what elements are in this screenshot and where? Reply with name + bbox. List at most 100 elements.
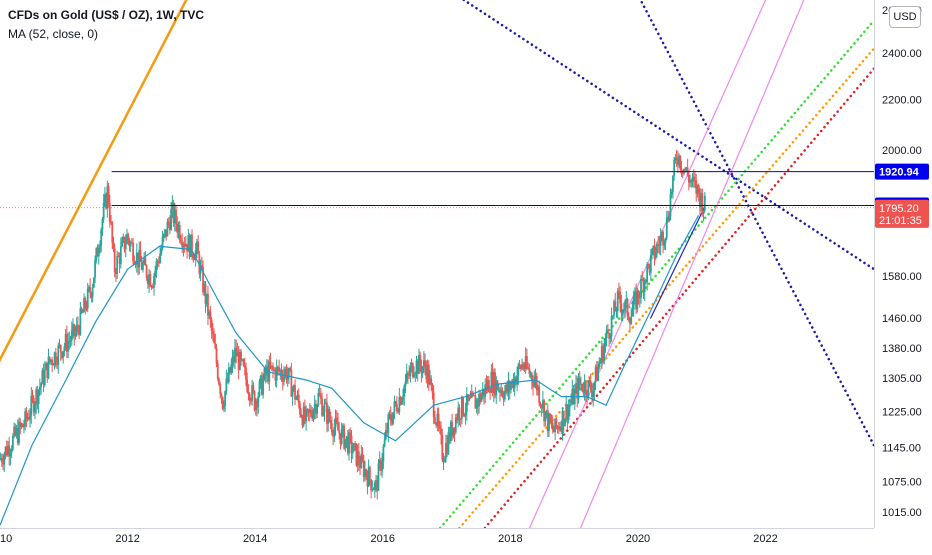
candle-body: [95, 248, 98, 260]
candle-body: [106, 186, 109, 209]
candle-body: [272, 365, 274, 370]
candle-body: [118, 255, 121, 265]
candle-body: [642, 280, 645, 293]
candle-body: [560, 426, 563, 432]
candle-body: [474, 395, 477, 409]
candle-body: [557, 426, 560, 430]
candles-layer: [0, 149, 706, 500]
candle-body: [270, 365, 273, 368]
candle-body: [299, 403, 301, 415]
candle-body: [25, 411, 28, 420]
candle-body: [70, 330, 73, 341]
candle-body: [245, 367, 247, 380]
candle-body: [381, 461, 384, 471]
candle-body: [238, 351, 241, 370]
candle-body: [101, 219, 104, 230]
candle-body: [568, 404, 571, 408]
candle-body: [595, 366, 598, 381]
candle-body: [305, 410, 307, 422]
candle-body: [616, 291, 619, 312]
candle-body: [424, 360, 426, 368]
candle-body: [67, 341, 69, 352]
candle-body: [148, 273, 150, 284]
candle-body: [660, 232, 663, 237]
candle-body: [16, 428, 19, 444]
candle-body: [202, 266, 204, 293]
candle-body: [340, 428, 343, 445]
candle-body: [97, 250, 100, 257]
currency-button[interactable]: USD: [889, 6, 921, 28]
orange-trendline: [0, 0, 188, 363]
candle-body: [227, 367, 230, 383]
candle-body: [373, 482, 376, 491]
candle-body: [124, 243, 127, 250]
candle-body: [286, 375, 289, 380]
candle-body: [643, 279, 646, 293]
candle-body: [162, 234, 165, 238]
candle-body: [372, 489, 375, 491]
candle-body: [496, 380, 499, 390]
candle-body: [559, 426, 561, 430]
candle-body: [121, 240, 123, 247]
candle-body: [554, 418, 557, 433]
candle-body: [649, 254, 652, 273]
candle-body: [440, 428, 442, 436]
candle-body: [357, 451, 360, 464]
candle-body: [303, 406, 306, 422]
candle-body: [664, 237, 667, 243]
candle-body: [571, 388, 574, 402]
candle-body: [453, 427, 456, 433]
candle-body: [602, 346, 604, 362]
candle-body: [591, 390, 593, 398]
candle-body: [435, 423, 438, 426]
candle-body: [63, 346, 66, 352]
candle-body: [414, 373, 417, 375]
candle-body: [343, 425, 346, 449]
candle-body: [431, 384, 434, 393]
chart-legend: CFDs on Gold (US$ / OZ), 1W, TVC MA (52,…: [8, 6, 204, 44]
candle-body: [487, 380, 490, 393]
candle-body: [214, 343, 217, 349]
candle-body: [181, 242, 184, 248]
candle-body: [342, 425, 344, 429]
candle-body: [556, 426, 559, 428]
candle-body: [99, 245, 101, 251]
candle-body: [68, 340, 71, 342]
candle-body: [80, 308, 83, 313]
candle-body: [40, 383, 42, 387]
candle-body: [362, 460, 365, 477]
candle-body: [626, 298, 629, 317]
candle-body: [160, 248, 163, 254]
candle-body: [349, 432, 352, 436]
candle-body: [689, 180, 691, 183]
candle-body: [203, 284, 206, 293]
price-label-text: 1795.20: [879, 203, 919, 215]
candle-body: [192, 254, 195, 259]
candle-body: [128, 240, 131, 247]
candle-body: [111, 222, 114, 243]
candle-body: [140, 261, 143, 270]
candle-body: [50, 359, 52, 362]
legend-ma: MA (52, close, 0): [8, 27, 99, 41]
candle-body: [382, 446, 385, 462]
candle-body: [584, 381, 587, 395]
candle-body: [292, 385, 295, 389]
candle-body: [581, 383, 584, 391]
candle-body: [11, 435, 14, 450]
candle-body: [32, 398, 35, 413]
candle-body: [254, 400, 257, 411]
candle-body: [364, 469, 366, 477]
candle-body: [107, 186, 110, 204]
candle-body: [516, 375, 519, 385]
candle-body: [635, 292, 638, 310]
candle-body: [673, 159, 676, 176]
candle-body: [253, 391, 256, 411]
candle-body: [26, 417, 29, 420]
candle-body: [302, 406, 305, 426]
y-tick-label: 2200.00: [882, 94, 922, 106]
candle-body: [301, 416, 304, 426]
candle-body: [90, 293, 93, 298]
